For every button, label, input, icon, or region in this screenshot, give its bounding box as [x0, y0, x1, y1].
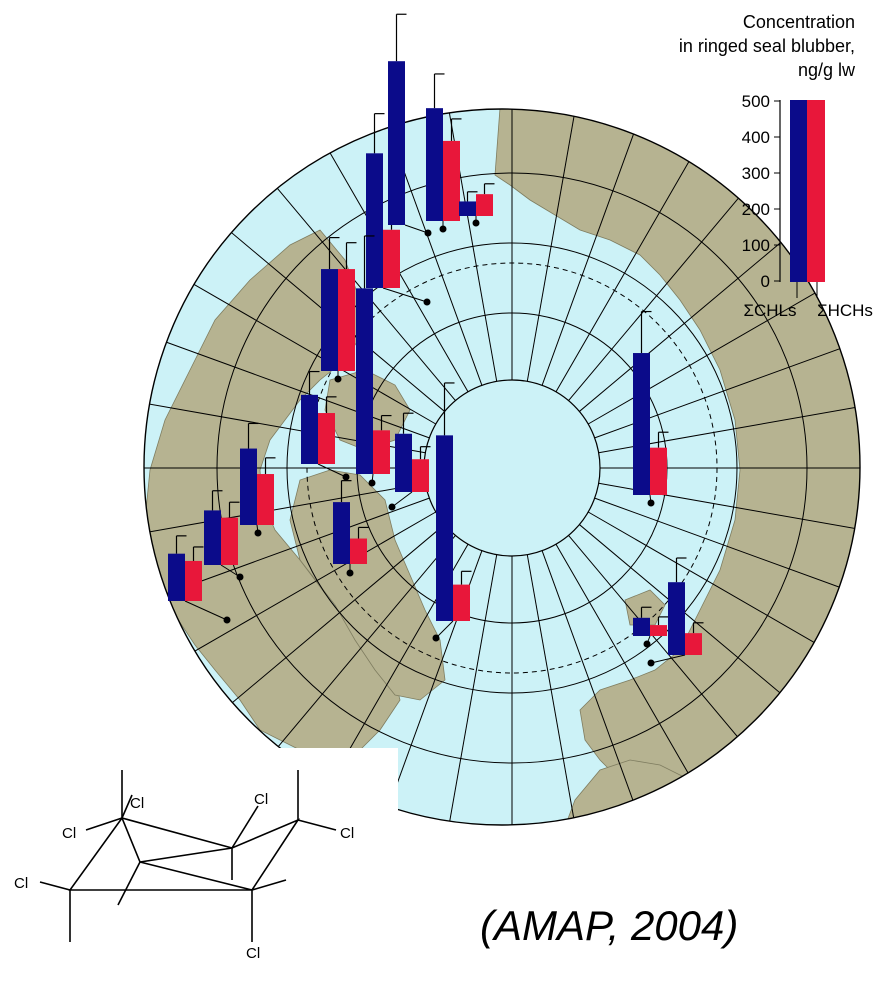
- legend-tick-0: 0: [761, 272, 770, 291]
- site-location-dot: [647, 659, 655, 667]
- site-location-dot: [346, 569, 354, 577]
- citation-panel: [398, 826, 882, 982]
- meridian-line: [148, 511, 437, 679]
- hch-bar: [350, 538, 367, 564]
- site-leader-line: [382, 287, 428, 303]
- hch-bar: [443, 140, 460, 221]
- hch-bar: [412, 459, 429, 492]
- chl-bar: [301, 394, 318, 464]
- site-leader-line: [435, 620, 454, 639]
- meridian-line: [598, 394, 860, 454]
- site-leader-line: [650, 654, 686, 664]
- site-location-dot: [472, 219, 480, 227]
- site-leader-line: [317, 463, 347, 478]
- hch-bar: [476, 194, 493, 216]
- legend: Concentration in ringed seal blubber, ng…: [679, 12, 873, 320]
- legend-label-chls: ΣCHLs: [743, 301, 796, 320]
- site-leader-line: [220, 564, 241, 578]
- meridian-line: [148, 257, 437, 425]
- hch-bar: [257, 474, 274, 525]
- hch-bar: [650, 625, 667, 636]
- chl-bar: [366, 153, 383, 288]
- hch-bar: [383, 229, 400, 288]
- legend-tick-500: 500: [742, 92, 770, 111]
- chl-bar: [388, 61, 405, 226]
- land-greenland: [289, 469, 446, 701]
- legend-bar-chls: [790, 100, 807, 282]
- hch-bar: [338, 269, 355, 371]
- cl-label-6: Cl: [246, 945, 260, 962]
- site-location-dot: [388, 503, 396, 511]
- legend-tick-200: 200: [742, 200, 770, 219]
- legend-tick-100: 100: [742, 236, 770, 255]
- cl-label-5: Cl: [14, 875, 28, 892]
- meridian-line: [189, 197, 445, 412]
- site-location-dot: [254, 529, 262, 537]
- chl-bar: [321, 269, 338, 371]
- site-leader-line: [184, 600, 228, 621]
- site-location-dot: [368, 479, 376, 487]
- cl-label-2: Cl: [254, 791, 268, 808]
- legend-ticks: [774, 100, 780, 282]
- site-location-dot: [424, 229, 432, 237]
- chl-bar: [240, 448, 257, 525]
- legend-title-line-3: ng/g lw: [798, 60, 856, 80]
- chl-bar: [204, 510, 221, 565]
- meridian-line: [144, 323, 430, 439]
- legend-tick-300: 300: [742, 164, 770, 183]
- chl-bar: [633, 617, 650, 636]
- citation: (AMAP, 2004): [480, 902, 739, 949]
- chl-bar: [426, 108, 443, 221]
- site-location-dot: [223, 616, 231, 624]
- site-bars: [168, 13, 704, 667]
- site-location-dot: [342, 473, 350, 481]
- site-location-dot: [432, 634, 440, 642]
- chl-bar: [668, 582, 685, 655]
- chl-bar: [459, 201, 476, 216]
- chl-bar: [395, 433, 412, 492]
- legend-tick-400: 400: [742, 128, 770, 147]
- legend-title-line-1: Concentration: [743, 12, 855, 32]
- site-leader-line: [404, 224, 429, 234]
- hch-bar: [685, 633, 702, 655]
- hch-bar: [650, 447, 667, 495]
- molecule-panel: [0, 748, 398, 982]
- hch-bar: [453, 584, 470, 621]
- site-location-dot: [423, 298, 431, 306]
- cl-label-4: Cl: [340, 825, 354, 842]
- site-location-dot: [647, 499, 655, 507]
- site-location-dot: [334, 375, 342, 383]
- site-leader-line: [391, 491, 413, 508]
- site-location-dot: [643, 640, 651, 648]
- meridian-line: [438, 554, 498, 825]
- hch-bar: [318, 413, 335, 464]
- chl-bar: [436, 435, 453, 621]
- hch-molecule: [39, 770, 337, 942]
- meridian-line: [438, 109, 498, 382]
- meridian-line: [526, 109, 586, 382]
- cl-label-3: Cl: [62, 825, 76, 842]
- site-location-dot: [236, 573, 244, 581]
- meridian-line: [526, 554, 586, 825]
- map-outline: [143, 108, 861, 826]
- legend-label-hchs: ΣHCHs: [817, 301, 873, 320]
- chl-bar: [633, 353, 650, 495]
- chl-bar: [356, 288, 373, 474]
- hch-bar: [221, 517, 238, 565]
- chl-bar: [168, 553, 185, 601]
- chl-bar: [333, 502, 350, 564]
- cl-label-1: Cl: [130, 795, 144, 812]
- site-location-dot: [439, 225, 447, 233]
- hch-bar: [373, 430, 390, 474]
- hch-bar: [185, 560, 202, 601]
- legend-title-line-2: in ringed seal blubber,: [679, 36, 855, 56]
- legend-bar-hchs: [807, 100, 825, 282]
